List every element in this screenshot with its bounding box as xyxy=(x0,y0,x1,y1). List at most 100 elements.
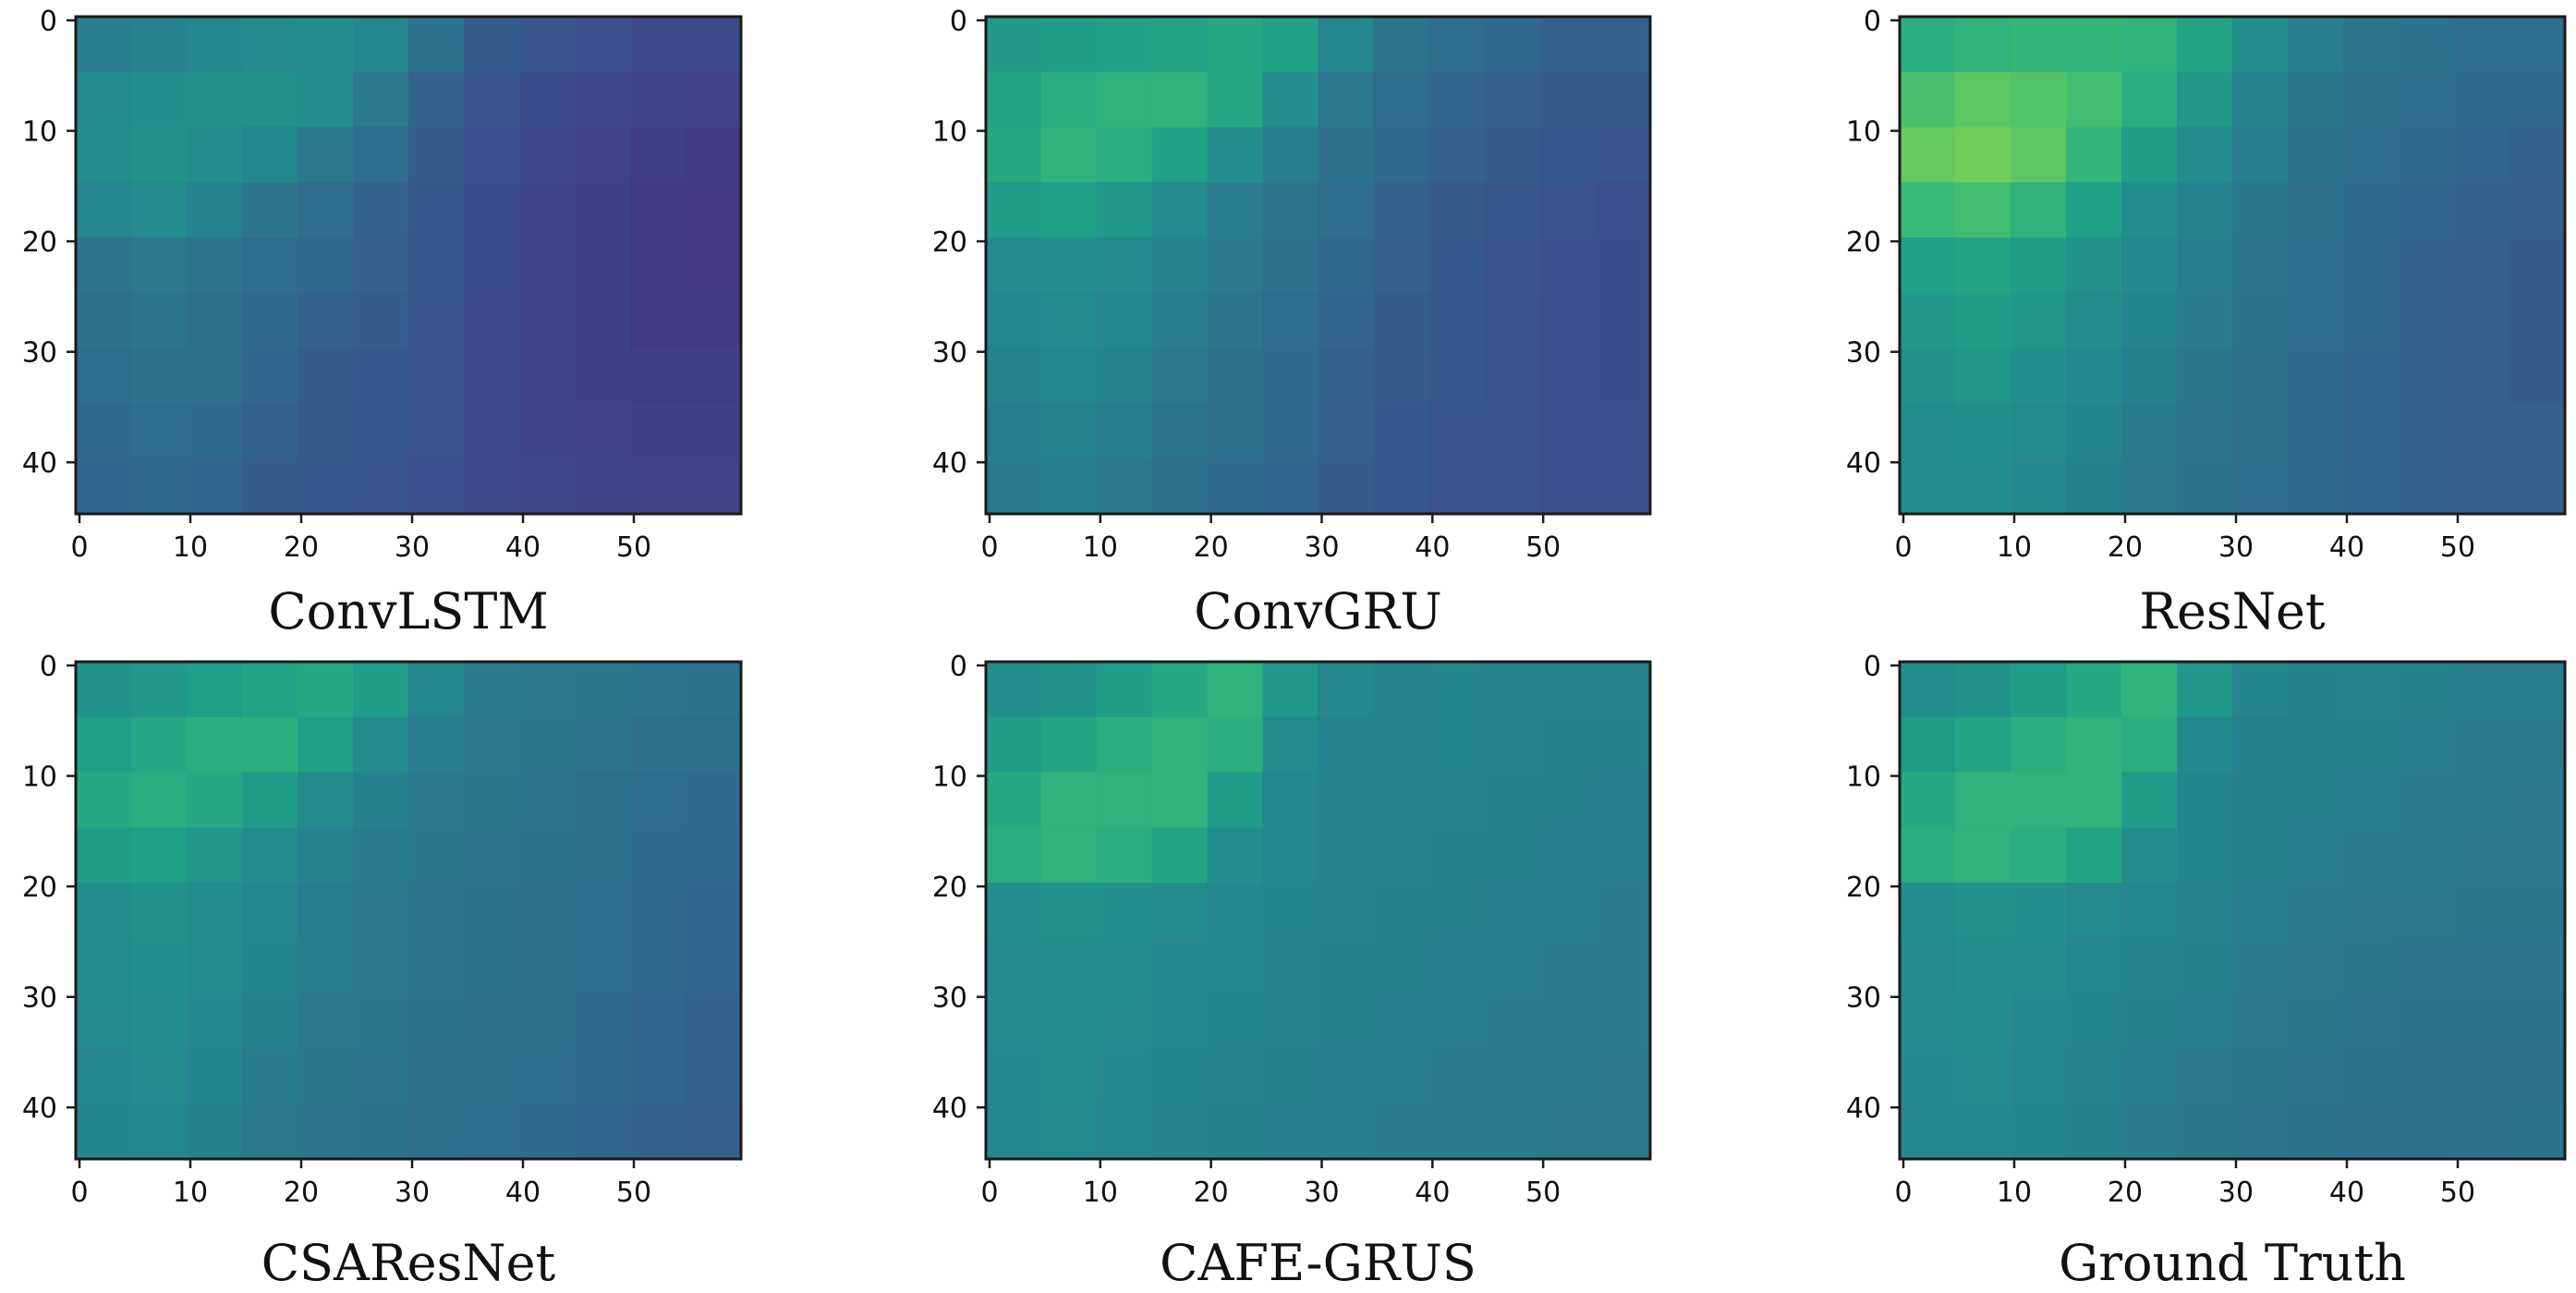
heatmap-cell xyxy=(2121,127,2178,184)
heatmap-cell xyxy=(76,71,132,128)
heatmap-cell xyxy=(2066,883,2122,939)
heatmap-cell xyxy=(1040,993,1098,1050)
heatmap-cell xyxy=(2343,827,2400,884)
heatmap-cell xyxy=(2177,17,2233,73)
heatmap-panel-ground-truth: 0 10 20 30 40 50 0 10 20 30 40 Ground Truth xyxy=(1846,651,2567,1292)
heatmap-cell xyxy=(1151,1048,1209,1105)
heatmap-cell xyxy=(1151,127,1209,184)
heatmap-cell xyxy=(1207,883,1264,939)
heatmap-cell xyxy=(76,238,132,294)
heatmap-cell xyxy=(2288,772,2344,829)
heatmap-cell xyxy=(408,127,465,184)
heatmap-cell xyxy=(2066,662,2122,718)
heatmap-cell xyxy=(2177,662,2233,718)
heatmap-cells xyxy=(1900,662,2566,1160)
heatmap-cell xyxy=(575,238,631,294)
heatmap-cell xyxy=(1484,71,1540,128)
heatmap-cell xyxy=(408,403,465,460)
heatmap-cell xyxy=(2509,71,2566,128)
heatmap-cell xyxy=(464,182,520,238)
heatmap-cell xyxy=(2399,1048,2455,1105)
heatmap-cell xyxy=(1207,17,1264,73)
heatmap-cell xyxy=(1096,1048,1153,1105)
heatmap-cell xyxy=(1539,292,1596,349)
heatmap-cell xyxy=(1539,1048,1596,1105)
heatmap-cell xyxy=(2288,1048,2344,1105)
heatmap-cell xyxy=(1096,662,1153,718)
heatmap-cell xyxy=(2232,937,2289,994)
heatmap-cell xyxy=(2399,127,2455,184)
heatmap-cell xyxy=(1955,17,2011,73)
heatmap-cell xyxy=(1539,348,1596,405)
heatmap-cell xyxy=(1262,1104,1319,1160)
heatmap-cell xyxy=(242,937,298,994)
heatmap-cell xyxy=(464,993,520,1050)
heatmap-cell xyxy=(1373,17,1430,73)
heatmap-cell xyxy=(1096,458,1153,515)
heatmap-cell xyxy=(1484,883,1540,939)
heatmap-cell xyxy=(2232,238,2289,294)
heatmap-cell xyxy=(2509,883,2566,939)
heatmap-cell xyxy=(2399,662,2455,718)
heatmap-cell xyxy=(2177,883,2233,939)
heatmap-cell xyxy=(2121,937,2178,994)
heatmap-cell xyxy=(1955,71,2011,128)
heatmap-cell xyxy=(2066,1048,2122,1105)
heatmap-cell xyxy=(298,883,354,939)
heatmap-cell xyxy=(76,17,132,73)
heatmap-cell xyxy=(1539,662,1596,718)
heatmap-cell xyxy=(1428,71,1486,128)
heatmap-cell xyxy=(2177,292,2233,349)
heatmap-cell xyxy=(1595,17,1651,73)
heatmap-cell xyxy=(1096,238,1153,294)
heatmap-cell xyxy=(2011,716,2067,774)
heatmap-cell xyxy=(2121,182,2178,238)
heatmap-cell xyxy=(2399,458,2455,515)
heatmap-cell xyxy=(2509,292,2566,349)
x-tick-label: 0 xyxy=(70,531,88,564)
heatmap-cell xyxy=(2121,662,2178,718)
heatmap-cell xyxy=(2066,348,2122,405)
heatmap-cell xyxy=(242,883,298,939)
heatmap-cell xyxy=(1539,71,1596,128)
heatmap-cell xyxy=(1318,993,1375,1050)
heatmap-cell xyxy=(1595,883,1651,939)
heatmap-cell xyxy=(1373,772,1430,829)
heatmap-cell xyxy=(353,716,409,774)
heatmap-cell xyxy=(2177,348,2233,405)
heatmap-cell xyxy=(2011,127,2067,184)
y-tick-label: 10 xyxy=(932,116,967,149)
heatmap-cell xyxy=(2121,348,2178,405)
heatmap-cell xyxy=(986,1104,1042,1160)
heatmap-cell xyxy=(1373,937,1430,994)
heatmap-cell xyxy=(1900,17,1956,73)
heatmap-cell xyxy=(353,937,409,994)
heatmap-cell xyxy=(298,662,354,718)
heatmap-cell xyxy=(630,1104,687,1160)
heatmap-cell xyxy=(1262,662,1319,718)
heatmap-cell xyxy=(2232,292,2289,349)
heatmap-cell xyxy=(2011,993,2067,1050)
heatmap-cell xyxy=(2121,403,2178,460)
heatmap-cell xyxy=(986,403,1042,460)
heatmap-cell xyxy=(1484,772,1540,829)
heatmap-cell xyxy=(187,1104,243,1160)
panel-caption: ConvLSTM xyxy=(268,582,548,640)
x-tick-label: 0 xyxy=(980,1177,998,1209)
heatmap-cell xyxy=(187,827,243,884)
heatmap-cell xyxy=(2509,238,2566,294)
heatmap-cell xyxy=(187,883,243,939)
heatmap-cell xyxy=(298,182,354,238)
heatmap-cell xyxy=(1428,772,1486,829)
heatmap-cell xyxy=(1595,292,1651,349)
heatmap-cell xyxy=(1318,127,1375,184)
heatmap-cell xyxy=(2454,403,2510,460)
heatmap-cell xyxy=(1900,883,1956,939)
heatmap-cell xyxy=(986,238,1042,294)
heatmap-cell xyxy=(519,716,576,774)
heatmap-cell xyxy=(2066,71,2122,128)
heatmap-cell xyxy=(2066,292,2122,349)
heatmap-cell xyxy=(2011,883,2067,939)
heatmap-cell xyxy=(630,17,687,73)
